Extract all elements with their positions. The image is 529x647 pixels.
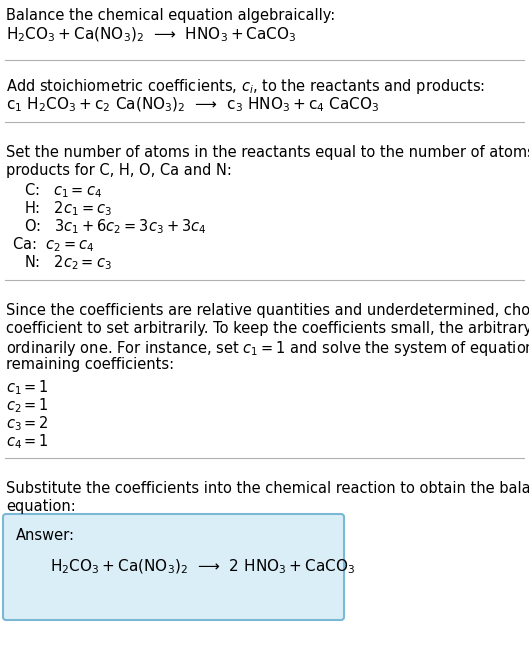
Text: C:   $c_1 = c_4$: C: $c_1 = c_4$ [24, 181, 102, 200]
FancyBboxPatch shape [3, 514, 344, 620]
Text: products for C, H, O, Ca and N:: products for C, H, O, Ca and N: [6, 163, 232, 178]
Text: Substitute the coefficients into the chemical reaction to obtain the balanced: Substitute the coefficients into the che… [6, 481, 529, 496]
Text: $c_4 = 1$: $c_4 = 1$ [6, 432, 49, 451]
Text: Set the number of atoms in the reactants equal to the number of atoms in the: Set the number of atoms in the reactants… [6, 145, 529, 160]
Text: $\mathregular{c_1\ H_2CO_3 + c_2\ Ca(NO_3)_2}$  ⟶  $\mathregular{c_3\ HNO_3 + c_: $\mathregular{c_1\ H_2CO_3 + c_2\ Ca(NO_… [6, 96, 380, 115]
Text: Since the coefficients are relative quantities and underdetermined, choose a: Since the coefficients are relative quan… [6, 303, 529, 318]
Text: $\mathregular{H_2CO_3 + Ca(NO_3)_2}$  ⟶  $\mathregular{HNO_3 + CaCO_3}$: $\mathregular{H_2CO_3 + Ca(NO_3)_2}$ ⟶ $… [6, 26, 297, 45]
Text: $\mathregular{H_2CO_3 + Ca(NO_3)_2}$  ⟶  $\mathregular{2\ HNO_3 + CaCO_3}$: $\mathregular{H_2CO_3 + Ca(NO_3)_2}$ ⟶ $… [50, 558, 355, 576]
Text: coefficient to set arbitrarily. To keep the coefficients small, the arbitrary va: coefficient to set arbitrarily. To keep … [6, 321, 529, 336]
Text: $c_3 = 2$: $c_3 = 2$ [6, 414, 49, 433]
Text: Add stoichiometric coefficients, $c_i$, to the reactants and products:: Add stoichiometric coefficients, $c_i$, … [6, 77, 486, 96]
Text: N:   $2 c_2 = c_3$: N: $2 c_2 = c_3$ [24, 253, 112, 272]
Text: equation:: equation: [6, 499, 76, 514]
Text: Answer:: Answer: [16, 528, 75, 543]
Text: Ca:  $c_2 = c_4$: Ca: $c_2 = c_4$ [12, 235, 95, 254]
Text: $c_2 = 1$: $c_2 = 1$ [6, 396, 49, 415]
Text: H:   $2 c_1 = c_3$: H: $2 c_1 = c_3$ [24, 199, 112, 217]
Text: remaining coefficients:: remaining coefficients: [6, 357, 175, 372]
Text: ordinarily one. For instance, set $c_1 = 1$ and solve the system of equations fo: ordinarily one. For instance, set $c_1 =… [6, 339, 529, 358]
Text: Balance the chemical equation algebraically:: Balance the chemical equation algebraica… [6, 8, 335, 23]
Text: O:   $3 c_1 + 6 c_2 = 3 c_3 + 3 c_4$: O: $3 c_1 + 6 c_2 = 3 c_3 + 3 c_4$ [24, 217, 207, 236]
Text: $c_1 = 1$: $c_1 = 1$ [6, 378, 49, 397]
